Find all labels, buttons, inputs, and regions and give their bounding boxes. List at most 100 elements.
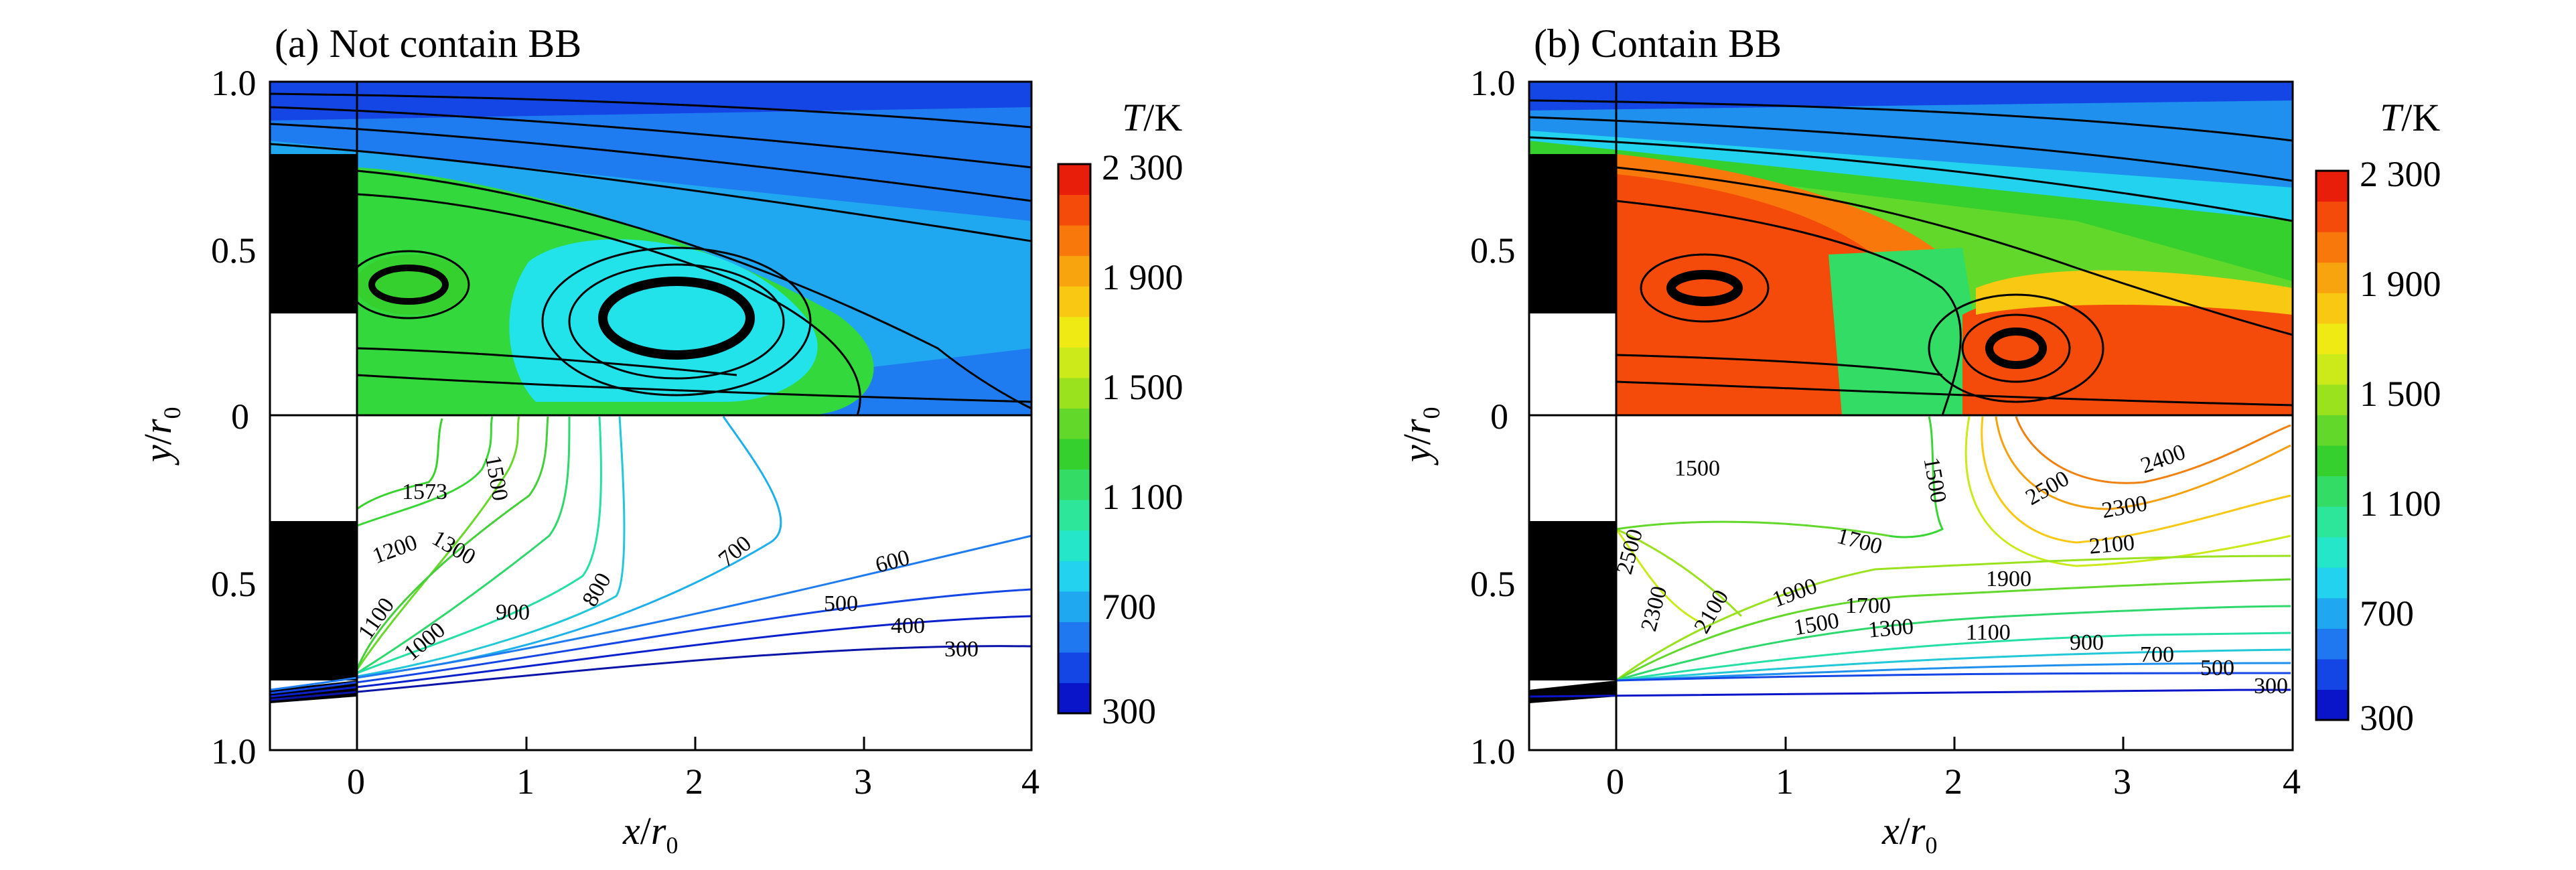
a-y-tick-label: 0.5: [211, 564, 257, 604]
a-colorbar-tick: 1 500: [1102, 367, 1184, 407]
panel-b: (b) Contain BB: [1395, 21, 2441, 859]
colorbar-swatch: [1058, 500, 1090, 531]
colorbar-swatch: [1058, 347, 1090, 378]
colorbar-swatch: [2316, 567, 2348, 599]
colorbar-swatch: [2316, 658, 2348, 690]
colorbar-swatch: [2316, 232, 2348, 263]
a-y-tick-label: 0: [231, 396, 249, 437]
colorbar-swatch: [1058, 530, 1090, 561]
b-contour-label: 1900: [1986, 567, 2031, 591]
colorbar-swatch: [1058, 591, 1090, 622]
colorbar-swatch: [1058, 377, 1090, 409]
a-colorbar-tick: 2 300: [1102, 147, 1184, 188]
b-y-tick-label: 0.5: [1470, 564, 1516, 604]
a-lower-body: [270, 521, 357, 680]
b-contour-label: 300: [2254, 674, 2288, 699]
colorbar-swatch: [2316, 201, 2348, 232]
a-x-axis-label: x/r0: [622, 809, 678, 859]
colorbar-swatch: [2316, 323, 2348, 354]
panel-a-lower-field: 1573 1500 1300 1200 1100 1000 900 800 70…: [269, 415, 1032, 750]
colorbar-swatch: [2316, 506, 2348, 538]
a-x-tick-label: 2: [685, 762, 703, 802]
a-nozzle: [270, 313, 357, 415]
b-x-tick-label: 2: [1944, 762, 1962, 802]
colorbar-swatch: [2316, 476, 2348, 507]
colorbar-swatch: [1058, 255, 1090, 287]
b-colorbar-title: T/K: [2380, 96, 2440, 139]
b-y-tick-label: 0: [1490, 396, 1508, 437]
b-mid-green: [1829, 248, 1989, 415]
b-lower-body: [1529, 521, 1616, 680]
b-contour-label: 1300: [1867, 614, 1915, 643]
b-x-axis-label: x/r0: [1881, 809, 1937, 859]
a-contour-label: 900: [496, 600, 530, 625]
b-x-tick-label: 1: [1776, 762, 1794, 802]
colorbar-swatch: [1058, 316, 1090, 348]
colorbar-swatch: [1058, 225, 1090, 257]
b-nozzle: [1529, 313, 1616, 415]
b-contour-label: 700: [2140, 642, 2174, 667]
a-x-ticks: [356, 737, 1033, 750]
b-vortex-hot-2: [1976, 270, 2293, 315]
colorbar-swatch: [1058, 561, 1090, 592]
b-y-tick-label: 1.0: [1470, 63, 1516, 103]
colorbar-swatch: [1058, 439, 1090, 470]
colorbar-swatch: [2316, 415, 2348, 446]
a-streamlines: [269, 92, 1032, 416]
colorbar-swatch: [2316, 354, 2348, 385]
b-colorbar-tick: 1 100: [2360, 484, 2441, 524]
colorbar-swatch: [1058, 164, 1090, 196]
colorbar-swatch: [2316, 384, 2348, 415]
a-bluff-body: [270, 154, 357, 313]
a-y-tick-label: 0.5: [211, 230, 257, 271]
b-colorbar-tick: 700: [2360, 593, 2414, 634]
a-colorbar-title: T/K: [1122, 96, 1182, 139]
a-contour-label: 300: [944, 637, 979, 662]
colorbar-swatch: [1058, 286, 1090, 317]
colorbar-swatch: [1058, 469, 1090, 500]
b-colorbar-tick: 1 500: [2360, 374, 2441, 414]
a-colorbar: T/K 2 300 1 900 1 500 1 100 700 300: [1057, 96, 1184, 731]
a-colorbar-tick: 1 100: [1102, 477, 1184, 517]
panel-b-upper-field: [1528, 82, 2293, 416]
a-contour-label: 500: [824, 591, 858, 616]
a-y-axis-label: y/r0: [136, 407, 186, 465]
a-colorbar-tick: 300: [1102, 691, 1156, 731]
colorbar-swatch: [2316, 445, 2348, 477]
a-y-tick-label: 1.0: [211, 731, 257, 772]
colorbar-swatch: [2316, 689, 2348, 721]
b-contour-label: 1500: [1674, 456, 1720, 481]
b-y-tick-label: 1.0: [1470, 731, 1516, 772]
colorbar-swatch: [2316, 293, 2348, 324]
b-colorbar-tick: 300: [2360, 698, 2414, 738]
a-top-band: [270, 82, 1031, 121]
b-colorbar: T/K 2 300 1 900 1 500 1 100 700 300: [2315, 96, 2441, 738]
colorbar-swatch: [2316, 536, 2348, 568]
colorbar-swatch: [2316, 597, 2348, 629]
b-streamlines: [1528, 99, 2293, 416]
a-lower-bg: [270, 415, 1031, 750]
panel-a-upper-field: [269, 82, 1032, 416]
a-colorbar-tick: 1 900: [1102, 257, 1184, 297]
colorbar-swatch: [2316, 171, 2348, 202]
panel-a: (a) Not contain BB: [136, 21, 1184, 859]
b-colorbar-tick: 2 300: [2360, 154, 2441, 194]
colorbar-swatch: [2316, 262, 2348, 293]
a-x-tick-label: 0: [347, 762, 365, 802]
colorbar-swatch: [1058, 652, 1090, 683]
b-bluff-body: [1529, 154, 1616, 313]
b-contour-label: 900: [2070, 630, 2104, 655]
b-colorbar-swatches: [2316, 171, 2348, 721]
a-x-tick-label: 3: [854, 762, 872, 802]
colorbar-swatch: [1058, 408, 1090, 439]
b-x-tick-label: 3: [2113, 762, 2131, 802]
colorbar-swatch: [1058, 194, 1090, 226]
b-contour-label: 500: [2200, 656, 2234, 680]
panel-b-lower-field: 1500 1500 2500 2400 2300 2100 1900 1700 …: [1528, 415, 2293, 750]
b-contour-label: 1700: [1845, 593, 1891, 618]
b-x-tick-label: 0: [1606, 762, 1624, 802]
b-y-tick-label: 0.5: [1470, 230, 1516, 271]
colorbar-swatch: [1058, 622, 1090, 653]
b-y-axis-label: y/r0: [1395, 407, 1445, 465]
